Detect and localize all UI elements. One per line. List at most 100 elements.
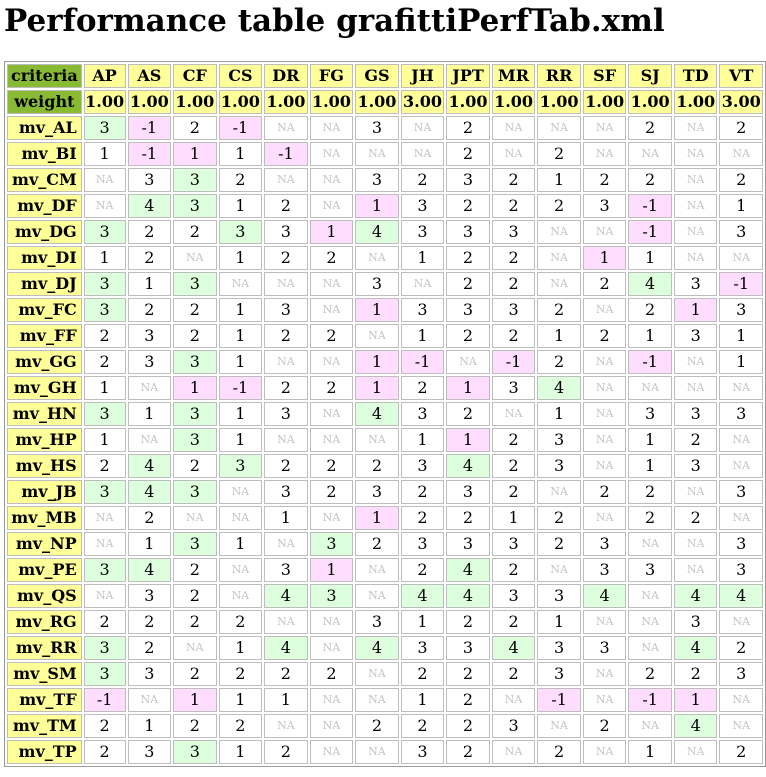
performance-cell: 2 <box>173 714 217 738</box>
performance-cell: 3 <box>127 168 172 192</box>
performance-cell: 1 <box>218 402 263 426</box>
table-row: mv_TP 2 3 3 1 2 NA NA 3 2 NA 2 NA 1 NA 2 <box>7 740 763 764</box>
performance-cell: NA <box>582 662 627 686</box>
performance-cell: 2 <box>309 246 354 270</box>
performance-cell: NA <box>582 142 627 166</box>
performance-cell: 2 <box>264 246 308 270</box>
performance-cell: 2 <box>83 454 126 478</box>
performance-cell: 3 <box>355 116 399 140</box>
performance-cell: 2 <box>628 168 672 192</box>
table-row: mv_RR 3 2 NA 1 4 NA 4 3 3 4 3 3 NA 4 2 <box>7 636 763 660</box>
performance-cell: NA <box>491 116 536 140</box>
performance-cell: NA <box>673 532 718 556</box>
table-row: mv_HN 3 1 3 1 3 NA 4 3 2 NA 1 NA 3 3 3 <box>7 402 763 426</box>
performance-cell: 3 <box>355 610 399 634</box>
performance-cell: 4 <box>537 376 581 400</box>
performance-cell: 3 <box>719 532 763 556</box>
performance-cell: 1 <box>218 636 263 660</box>
performance-cell: 1 <box>355 194 399 218</box>
performance-cell: 3 <box>83 298 126 322</box>
performance-cell: NA <box>446 350 490 374</box>
alternative-label: mv_MB <box>7 506 82 530</box>
performance-cell: NA <box>673 194 718 218</box>
performance-cell: 3 <box>309 584 354 608</box>
performance-cell: NA <box>582 454 627 478</box>
performance-cell: NA <box>719 428 763 452</box>
performance-cell: 3 <box>673 402 718 426</box>
performance-cell: 3 <box>83 272 126 296</box>
performance-cell: 4 <box>264 636 308 660</box>
performance-cell: -1 <box>491 350 536 374</box>
performance-cell: 1 <box>218 688 263 712</box>
performance-cell: -1 <box>400 350 445 374</box>
performance-cell: -1 <box>218 376 263 400</box>
performance-cell: NA <box>719 454 763 478</box>
performance-cell: 3 <box>83 662 126 686</box>
performance-cell: 3 <box>264 298 308 322</box>
alternative-label: mv_HS <box>7 454 82 478</box>
performance-cell: 2 <box>491 558 536 582</box>
alternative-label: mv_GG <box>7 350 82 374</box>
performance-cell: NA <box>264 428 308 452</box>
performance-cell: NA <box>673 740 718 764</box>
performance-cell: 2 <box>264 324 308 348</box>
performance-cell: 1 <box>218 740 263 764</box>
performance-cell: -1 <box>83 688 126 712</box>
performance-cell: 3 <box>628 402 672 426</box>
performance-cell: NA <box>400 116 445 140</box>
criterion-header-jh: JH <box>400 64 445 88</box>
criterion-header-as: AS <box>127 64 172 88</box>
performance-cell: 3 <box>400 636 445 660</box>
performance-cell: 1 <box>537 168 581 192</box>
performance-cell: 3 <box>83 558 126 582</box>
criterion-header-sj: SJ <box>628 64 672 88</box>
performance-cell: 2 <box>491 662 536 686</box>
performance-cell: 1 <box>173 688 217 712</box>
performance-cell: 2 <box>309 324 354 348</box>
performance-cell: 2 <box>446 506 490 530</box>
performance-cell: 3 <box>719 480 763 504</box>
performance-cell: NA <box>309 402 354 426</box>
performance-cell: NA <box>309 194 354 218</box>
performance-cell: 2 <box>491 324 536 348</box>
page-title: Performance table grafittiPerfTab.xml <box>4 3 665 39</box>
alternative-label: mv_RR <box>7 636 82 660</box>
performance-cell: 2 <box>582 272 627 296</box>
performance-cell: 1 <box>309 558 354 582</box>
performance-cell: 1 <box>83 376 126 400</box>
performance-cell: NA <box>491 740 536 764</box>
performance-cell: 2 <box>127 610 172 634</box>
performance-cell: 3 <box>127 350 172 374</box>
performance-cell: NA <box>218 480 263 504</box>
performance-cell: 1 <box>719 350 763 374</box>
performance-cell: 4 <box>673 584 718 608</box>
performance-cell: NA <box>582 688 627 712</box>
performance-cell: 1 <box>127 532 172 556</box>
weight-jh: 3.00 <box>400 90 445 114</box>
performance-cell: 3 <box>537 584 581 608</box>
table-row: mv_MB NA 2 NA NA 1 NA 1 2 2 1 2 NA 2 2 NA <box>7 506 763 530</box>
performance-cell: NA <box>673 246 718 270</box>
performance-cell: NA <box>83 506 126 530</box>
performance-cell: 2 <box>673 662 718 686</box>
performance-cell: NA <box>218 558 263 582</box>
alternative-label: mv_JB <box>7 480 82 504</box>
performance-cell: 1 <box>309 220 354 244</box>
performance-cell: NA <box>628 532 672 556</box>
performance-cell: 3 <box>355 272 399 296</box>
performance-cell: 1 <box>537 610 581 634</box>
performance-cell: NA <box>309 298 354 322</box>
performance-cell: 4 <box>264 584 308 608</box>
performance-cell: 1 <box>127 402 172 426</box>
performance-cell: NA <box>628 584 672 608</box>
performance-cell: -1 <box>537 688 581 712</box>
performance-cell: 2 <box>127 506 172 530</box>
performance-cell: 2 <box>355 714 399 738</box>
performance-cell: 4 <box>491 636 536 660</box>
performance-cell: 3 <box>719 298 763 322</box>
performance-cell: 1 <box>355 298 399 322</box>
performance-cell: 1 <box>264 506 308 530</box>
performance-cell: 3 <box>582 532 627 556</box>
performance-cell: 1 <box>173 142 217 166</box>
table-row: mv_SM 3 3 2 2 2 2 NA 2 2 2 3 NA 2 2 3 <box>7 662 763 686</box>
